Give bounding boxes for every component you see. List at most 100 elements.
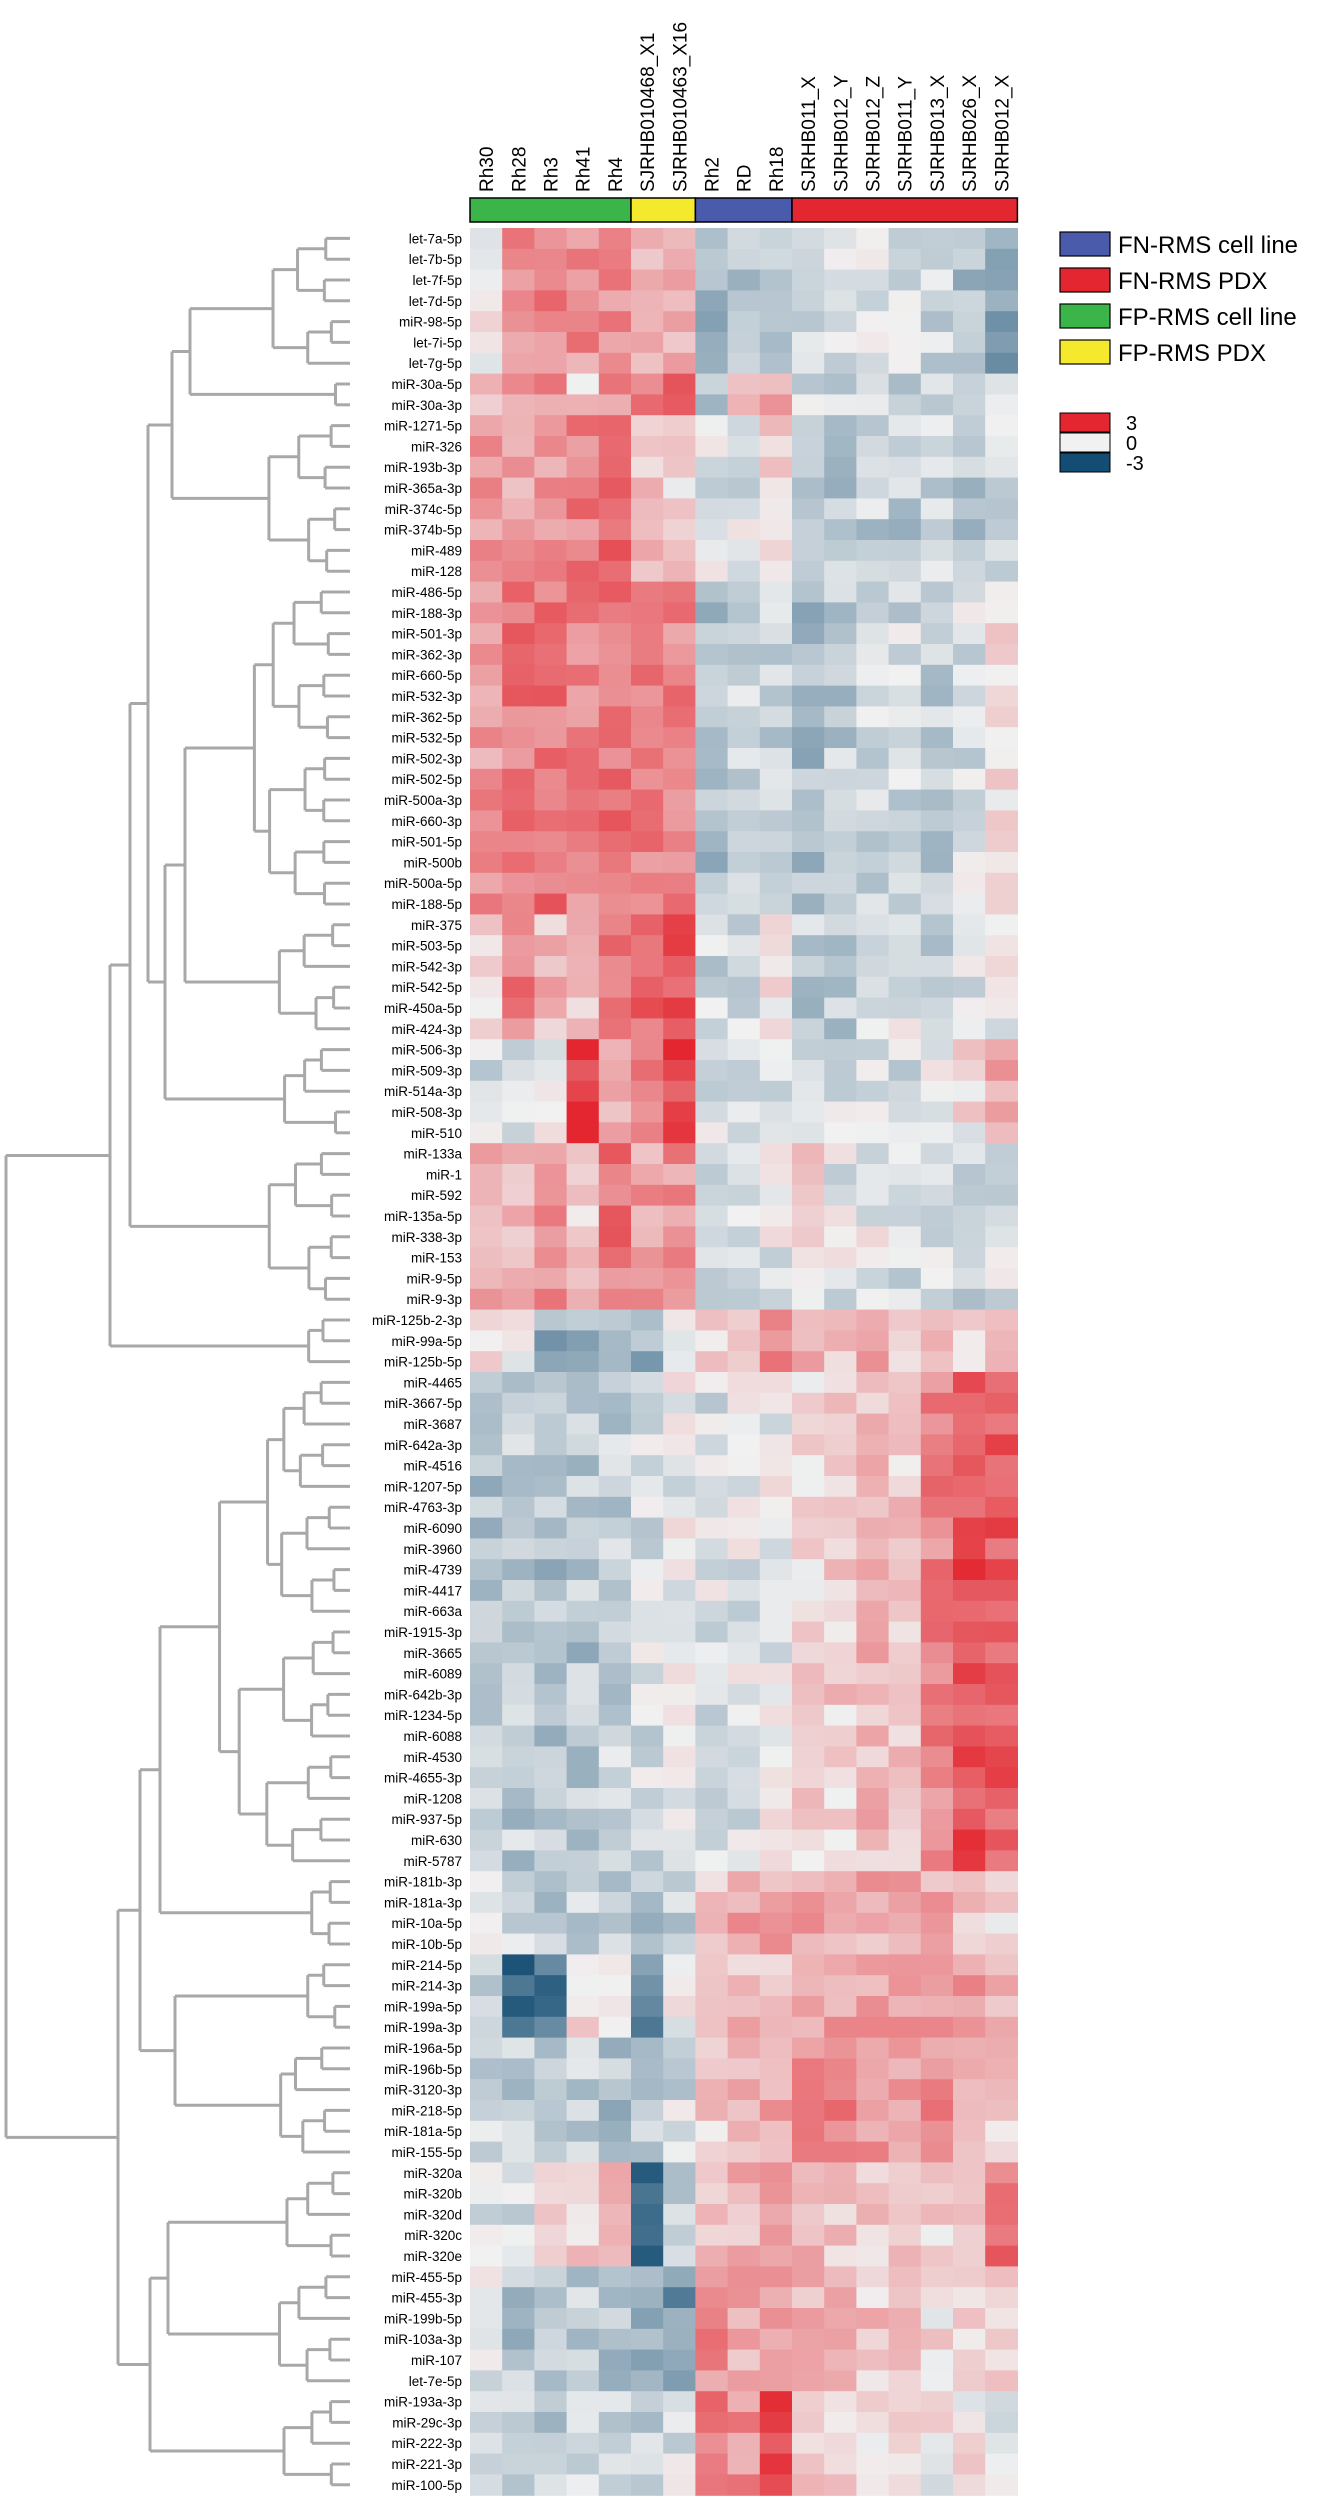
heatmap-cell bbox=[631, 1954, 664, 1976]
heatmap-cell bbox=[534, 2349, 568, 2371]
heatmap-cell bbox=[985, 2245, 1018, 2267]
heatmap-cell bbox=[856, 893, 890, 915]
row-label: miR-503-5p bbox=[391, 939, 462, 954]
heatmap-cell bbox=[759, 1247, 793, 1269]
heatmap-cell bbox=[598, 1101, 632, 1123]
heatmap-cell bbox=[534, 1434, 568, 1456]
heatmap-cell bbox=[920, 1476, 954, 1498]
heatmap-cell bbox=[598, 872, 632, 895]
heatmap-cell bbox=[792, 2162, 825, 2184]
heatmap-cell bbox=[920, 228, 954, 250]
heatmap-cell bbox=[953, 872, 986, 895]
heatmap-cell bbox=[470, 831, 503, 853]
heatmap-cell bbox=[888, 2120, 922, 2143]
heatmap-cell bbox=[695, 1580, 729, 1602]
heatmap-cell bbox=[985, 2079, 1018, 2101]
heatmap-cell bbox=[888, 332, 922, 354]
heatmap-cell bbox=[534, 352, 568, 375]
heatmap-cell bbox=[470, 810, 503, 832]
heatmap-cell bbox=[856, 2474, 890, 2496]
heatmap-cell bbox=[534, 2141, 568, 2163]
heatmap-cell bbox=[631, 2141, 664, 2163]
heatmap-cell bbox=[759, 1330, 793, 1352]
heatmap-cell bbox=[566, 706, 600, 728]
heatmap-cell bbox=[631, 1476, 664, 1498]
heatmap-cell bbox=[824, 1912, 857, 1935]
heatmap-cell bbox=[759, 436, 793, 458]
heatmap-cell bbox=[856, 1829, 890, 1851]
heatmap-cell bbox=[856, 394, 890, 416]
heatmap-cell bbox=[759, 477, 793, 499]
heatmap-cell bbox=[534, 2432, 568, 2455]
heatmap-cell bbox=[920, 1309, 954, 1331]
row-label: miR-4417 bbox=[403, 1583, 462, 1598]
heatmap-cell bbox=[598, 1018, 632, 1040]
heatmap-cell bbox=[888, 2245, 922, 2267]
heatmap-cell bbox=[759, 394, 793, 416]
heatmap-cell bbox=[598, 1663, 632, 1685]
heatmap-cell bbox=[598, 2141, 632, 2163]
heatmap-cell bbox=[727, 477, 761, 499]
row-label: miR-1207-5p bbox=[384, 1479, 462, 1494]
heatmap-cell bbox=[727, 2349, 761, 2371]
heatmap-cell bbox=[856, 1704, 890, 1727]
heatmap-cell bbox=[566, 540, 600, 562]
heatmap-cell bbox=[598, 1372, 632, 1394]
heatmap-cell bbox=[953, 1080, 986, 1103]
heatmap-cell bbox=[598, 623, 632, 645]
heatmap-cell bbox=[953, 290, 986, 312]
heatmap-cell bbox=[985, 311, 1018, 333]
heatmap-cell bbox=[631, 1517, 664, 1539]
heatmap-cell bbox=[759, 1122, 793, 1144]
heatmap-cell bbox=[598, 2412, 632, 2434]
heatmap-cell bbox=[920, 2204, 954, 2226]
heatmap-cell bbox=[470, 706, 503, 728]
heatmap-cell bbox=[534, 956, 568, 978]
row-label: miR-338-3p bbox=[391, 1230, 462, 1245]
heatmap-cell bbox=[502, 1496, 535, 1519]
heatmap-cell bbox=[888, 1434, 922, 1456]
heatmap-cell bbox=[920, 685, 954, 707]
heatmap-cell bbox=[888, 893, 922, 915]
heatmap-cell bbox=[985, 1767, 1018, 1789]
heatmap-cell bbox=[920, 1226, 954, 1248]
heatmap-cell bbox=[792, 373, 825, 395]
heatmap-cell bbox=[824, 269, 857, 291]
heatmap-cell bbox=[695, 1996, 729, 2018]
heatmap-cell bbox=[920, 893, 954, 915]
heatmap-cell bbox=[727, 810, 761, 832]
heatmap-cell bbox=[631, 727, 664, 749]
heatmap-cell bbox=[824, 560, 857, 583]
heatmap-cell bbox=[502, 1143, 535, 1165]
row-label: miR-181a-5p bbox=[384, 2124, 462, 2139]
heatmap-cell bbox=[566, 560, 600, 583]
heatmap-cell bbox=[598, 498, 632, 520]
heatmap-cell bbox=[824, 706, 857, 728]
heatmap-cell bbox=[856, 1725, 890, 1747]
heatmap-cell bbox=[534, 1205, 568, 1227]
heatmap-cell bbox=[856, 997, 890, 1019]
heatmap-cell bbox=[727, 1538, 761, 1560]
heatmap-cell bbox=[566, 602, 600, 624]
heatmap-cell bbox=[727, 1143, 761, 1165]
heatmap-cell bbox=[502, 1912, 535, 1935]
heatmap-cell bbox=[920, 2370, 954, 2392]
heatmap-cell bbox=[663, 1392, 696, 1415]
heatmap-cell bbox=[534, 1060, 568, 1082]
heatmap-cell bbox=[888, 2037, 922, 2059]
heatmap-cell bbox=[566, 2391, 600, 2413]
heatmap-cell bbox=[759, 2266, 793, 2288]
heatmap-cell bbox=[663, 1309, 696, 1331]
heatmap-cell bbox=[888, 2370, 922, 2392]
heatmap-cell bbox=[598, 2120, 632, 2143]
heatmap-cell bbox=[695, 2016, 729, 2039]
heatmap-cell bbox=[727, 1912, 761, 1935]
heatmap-cell bbox=[856, 1663, 890, 1685]
heatmap-cell bbox=[792, 269, 825, 291]
heatmap-cell bbox=[695, 1517, 729, 1539]
heatmap-cell bbox=[534, 540, 568, 562]
row-dendrogram bbox=[4, 236, 350, 2487]
heatmap-cell bbox=[470, 1621, 503, 1643]
heatmap-cell bbox=[856, 1600, 890, 1623]
heatmap-cell bbox=[566, 436, 600, 458]
